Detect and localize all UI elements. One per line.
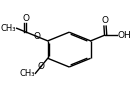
Text: OH: OH xyxy=(117,31,131,40)
Text: O: O xyxy=(34,32,41,41)
Text: CH₃: CH₃ xyxy=(19,69,35,78)
Text: O: O xyxy=(37,62,44,71)
Text: CH₃: CH₃ xyxy=(1,24,16,33)
Text: O: O xyxy=(22,14,29,23)
Text: O: O xyxy=(102,16,109,25)
